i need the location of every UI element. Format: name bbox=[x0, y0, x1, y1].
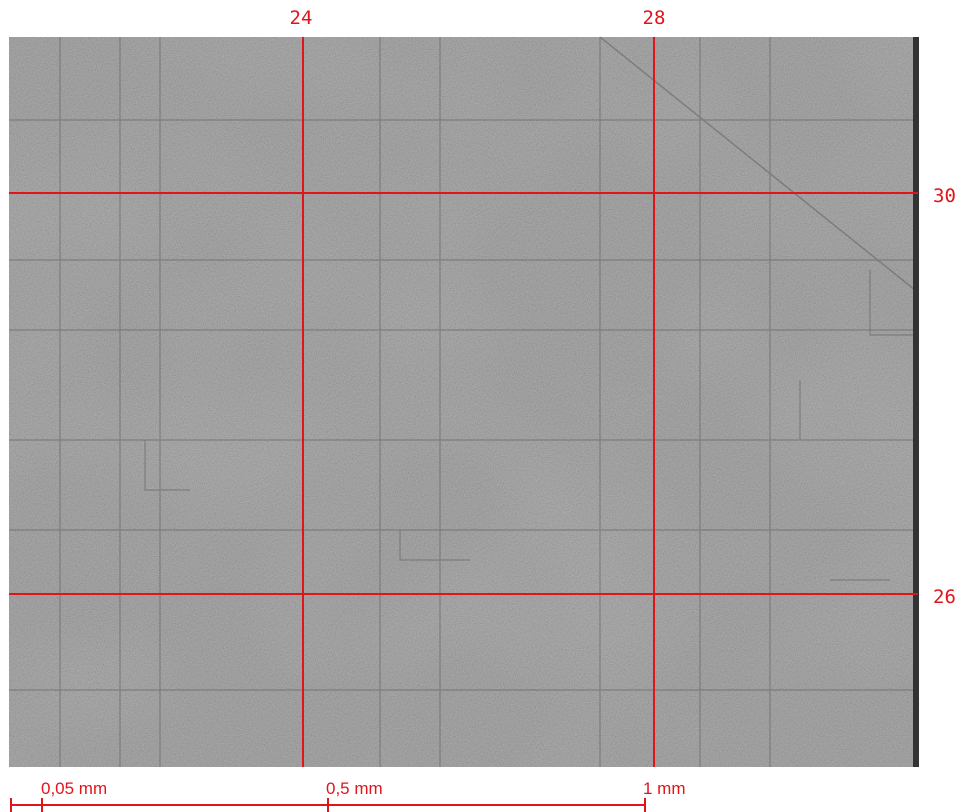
row-label: 30 bbox=[933, 185, 956, 207]
column-label: 28 bbox=[643, 7, 666, 29]
scale-bar bbox=[10, 798, 646, 812]
column-label: 24 bbox=[290, 7, 313, 29]
scale-label: 0,5 mm bbox=[326, 779, 383, 798]
scale-label: 0,05 mm bbox=[41, 779, 107, 798]
scale-label: 1 mm bbox=[643, 779, 686, 798]
row-label: 26 bbox=[933, 586, 956, 608]
micrograph bbox=[9, 37, 919, 767]
page: 24 28 30 26 0,05 mm 0,5 mm 1 mm bbox=[0, 0, 967, 812]
